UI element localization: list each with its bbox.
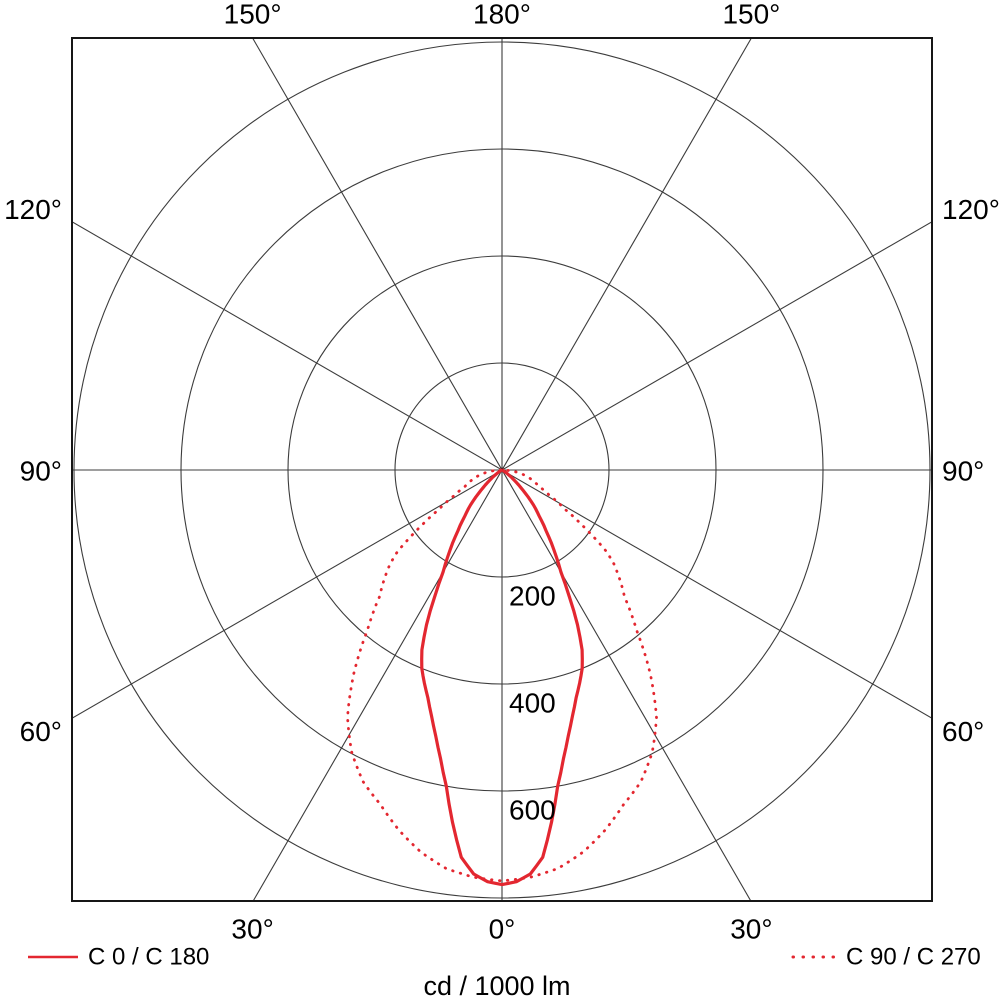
angle-label-right-lower: 60° [942,716,984,747]
axis-labels-layer: 180° 150° 150° 120° 120° 90° 90° 60° 60° 30° 30° 0°… [4,0,1000,945]
angle-label-bottom-left: 30° [231,914,273,945]
angle-label-left-upper: 120° [4,194,62,225]
ring-label-400: 400 [509,688,556,719]
ring-label-600: 600 [509,795,556,826]
intensity-curves [346,468,658,887]
angle-label-bottom-right: 30° [730,914,772,945]
caption-units: cd / 1000 lm [423,971,570,1000]
angle-label-right-upper: 120° [942,194,1000,225]
angle-label-left-lower: 60° [20,716,62,747]
curve-c90-c270 [346,468,658,883]
angle-label-top-right: 150° [722,0,780,30]
legend-label-c0-c180: C 0 / C 180 [88,944,209,971]
curve-c0-c180 [420,468,584,887]
angle-label-top-center: 180° [473,0,531,30]
legend: C 0 / C 180 C 90 / C 270 [28,944,981,971]
legend-label-c90-c270: C 90 / C 270 [846,944,981,971]
plot-border [71,37,933,902]
angle-label-left-middle: 90° [20,456,62,487]
angle-label-right-middle: 90° [942,456,984,487]
angle-label-bottom-center: 0° [489,914,516,945]
ring-label-200: 200 [509,581,556,612]
angle-label-top-left: 150° [224,0,282,30]
